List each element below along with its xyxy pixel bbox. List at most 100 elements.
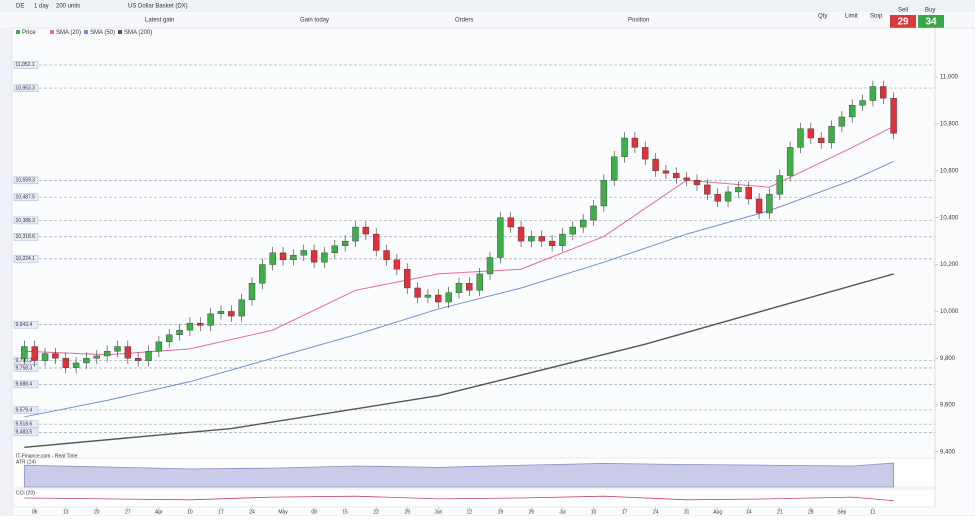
level-tag (13, 320, 39, 329)
level-tag (13, 176, 39, 185)
candle-body (890, 98, 897, 134)
x-tick-label: May (278, 509, 288, 515)
candle-body (631, 137, 639, 148)
candle-body (186, 322, 194, 331)
side-toolbar (0, 28, 12, 516)
y-tick-label: 10,600 (940, 168, 959, 174)
stop-label: Stop (870, 14, 883, 20)
x-tick-label: 15 (342, 509, 348, 515)
indicator-line (23, 462, 895, 488)
x-tick-label: 28 (808, 509, 814, 515)
legend-label: Price (22, 30, 36, 36)
x-tick-label: 24 (653, 509, 659, 515)
candle-body (72, 362, 80, 368)
candle-body (486, 257, 494, 275)
level-tag (13, 428, 39, 437)
candle-body (548, 240, 556, 246)
candle-body (611, 156, 618, 181)
moving-average (24, 161, 894, 418)
candle-body (724, 191, 732, 202)
candle-body (238, 299, 245, 317)
candle-body (693, 180, 701, 186)
candle-body (414, 287, 421, 298)
candle-body (849, 105, 856, 118)
symbol[interactable]: DE (16, 4, 24, 10)
level-label: 10,388.3 (16, 218, 36, 224)
x-tick-label: 27 (125, 509, 131, 515)
candle-body (776, 175, 783, 195)
legend-swatch (50, 30, 54, 34)
candle-body (704, 184, 711, 195)
legend-label: SMA (50) (90, 30, 115, 36)
position[interactable]: Position (628, 18, 649, 24)
candle-body (642, 147, 649, 160)
candle-body (683, 177, 690, 181)
candle-body (362, 226, 370, 235)
candle-body (859, 100, 866, 106)
level-label: 9,483.5 (16, 430, 33, 436)
level-tag (13, 84, 39, 92)
orders[interactable]: Orders (455, 18, 473, 24)
buy-label: Buy (925, 8, 935, 14)
sell-price[interactable]: 29 (897, 17, 909, 28)
y-tick-label: 9,400 (940, 450, 956, 456)
y-tick-label: 10,400 (940, 215, 959, 221)
candle-body (310, 250, 318, 263)
candle-body (445, 292, 452, 303)
level-tag (13, 61, 39, 69)
candle-body (269, 252, 276, 265)
summary-bar (0, 12, 975, 28)
interval[interactable]: 1 day (34, 4, 49, 10)
candle-body (290, 254, 297, 261)
x-tick-label: Jul (559, 509, 565, 515)
sell-button[interactable] (890, 15, 916, 28)
candle-body (621, 137, 628, 157)
candle-body (248, 283, 256, 300)
qty-label: Qty (818, 14, 827, 20)
indicator-panel (13, 488, 936, 508)
candle-body (228, 311, 235, 317)
candle-body (217, 311, 225, 314)
level-tag (13, 364, 39, 372)
candle-body (279, 252, 287, 261)
buy-button[interactable] (918, 15, 944, 28)
x-tick-label: 06 (32, 509, 38, 515)
legend-label: SMA (200) (124, 30, 152, 36)
x-tick-label: 10 (187, 509, 193, 515)
x-tick-label: 24 (249, 509, 255, 515)
candle-body (372, 233, 380, 251)
candle-body (466, 283, 473, 291)
level-tag (13, 255, 39, 263)
level-label: 9,790.2 (16, 358, 33, 364)
instrument: US Dollar Basket (DX) (128, 4, 188, 10)
level-label: 9,579.4 (16, 407, 33, 413)
x-tick-label: 17 (218, 509, 224, 515)
x-tick-label: 11 (870, 509, 875, 515)
quantity[interactable]: 200 units (56, 4, 80, 10)
candle-body (569, 226, 577, 235)
candle-body (52, 353, 59, 359)
candle-body (559, 233, 566, 246)
level-label: 9,518.6 (16, 421, 33, 427)
level-tag (13, 233, 39, 241)
candle-body (590, 205, 597, 221)
candle-body (321, 252, 328, 263)
y-tick-label: 11,000 (940, 75, 959, 81)
x-tick-label: 17 (622, 509, 628, 515)
y-tick-label: 9,600 (940, 403, 956, 409)
x-tick-label: 14 (746, 509, 752, 515)
moving-average (24, 273, 894, 448)
candle-body (166, 334, 173, 343)
indicator-source: IT-Finance.com - Real Time (16, 453, 78, 459)
candle-body (114, 346, 121, 352)
candle-body (880, 86, 887, 99)
buy-price[interactable]: 34 (925, 17, 937, 28)
x-tick-label: Sep (837, 509, 846, 515)
x-tick-label: Apr (155, 509, 163, 515)
candle-body (786, 147, 794, 176)
candle-body (435, 294, 442, 303)
candle-body (383, 250, 390, 261)
candle-body (341, 240, 349, 246)
candle-body (103, 351, 111, 357)
